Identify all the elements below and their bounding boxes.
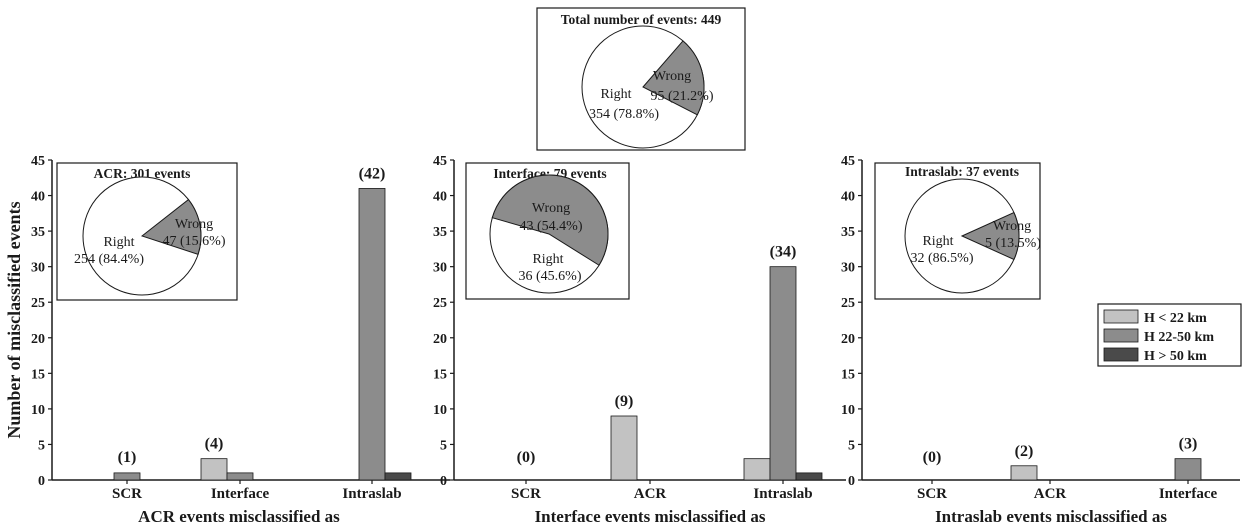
y-tick-label: 40	[841, 190, 855, 205]
y-tick-label: 20	[31, 332, 45, 347]
x-tick-label: Intraslab	[753, 486, 812, 502]
y-tick-label: 35	[841, 225, 855, 240]
x-tick-label: SCR	[112, 486, 142, 502]
inset-pie-right-label: Right	[103, 235, 134, 250]
inset-pie-right-label: Right	[922, 234, 953, 249]
y-tick-label: 40	[31, 190, 45, 205]
y-tick-label: 20	[433, 332, 447, 347]
y-tick-label: 5	[848, 438, 855, 453]
x-axis-label: Interface events misclassified as	[535, 507, 766, 526]
bar-total-label: (34)	[770, 244, 797, 261]
legend-entry: H < 22 km	[1144, 311, 1207, 326]
x-tick-label: Interface	[1159, 486, 1218, 502]
inset-pie-wrong-detail: 5 (13.5%)	[985, 236, 1041, 251]
y-tick-label: 30	[841, 261, 855, 276]
bar-h-22-50-km	[226, 472, 254, 481]
y-tick-label: 5	[38, 438, 45, 453]
y-tick-label: 0	[848, 474, 855, 489]
y-tick-label: 45	[841, 154, 855, 169]
y-tick-label: 35	[31, 225, 45, 240]
inset-pie-wrong-detail: 47 (15.6%)	[163, 234, 226, 249]
y-tick-label: 10	[31, 403, 45, 418]
inset-pie-wrong-detail: 43 (54.4%)	[520, 219, 583, 234]
y-tick-label: 45	[433, 154, 447, 169]
y-tick-label: 25	[31, 296, 45, 311]
legend-swatch	[1103, 309, 1139, 324]
legend-entry: H 22-50 km	[1144, 330, 1214, 345]
y-tick-label: 25	[433, 296, 447, 311]
inset-title: ACR: 301 events	[94, 166, 191, 181]
y-tick-label: 30	[31, 261, 45, 276]
inset-pie-wrong-slice	[491, 174, 609, 266]
x-tick-label: ACR	[1034, 486, 1067, 502]
bar-h-22-km	[743, 458, 771, 481]
y-tick-label: 15	[433, 367, 447, 382]
x-axis-label: Intraslab events misclassified as	[935, 507, 1167, 526]
y-tick-label: 10	[841, 403, 855, 418]
bar-h-22-50-km	[113, 472, 141, 481]
inset-pie-wrong-label: Wrong	[532, 201, 570, 216]
bar-h-22-km	[200, 458, 228, 481]
y-tick-label: 40	[433, 190, 447, 205]
inset-pie-right-label: Right	[532, 252, 563, 267]
y-tick-label: 30	[433, 261, 447, 276]
bar-h-50-km	[384, 472, 412, 481]
y-tick-label: 15	[841, 367, 855, 382]
x-tick-label: SCR	[917, 486, 947, 502]
bar-panel-1: 0 5 10 15 20 25 30 35 40 45 (1) SCR (4) Interface (42)…	[31, 154, 450, 526]
x-tick-label: Interface	[211, 486, 270, 502]
top-pie-wrong-slice	[642, 40, 705, 116]
y-tick-label: 45	[31, 154, 45, 169]
bar-total-label: (2)	[1015, 443, 1034, 460]
inset-pie-right-detail: 36 (45.6%)	[519, 269, 582, 284]
top-pie-wrong-detail: 95 (21.2%)	[651, 89, 714, 104]
bar-h-22-km	[1010, 465, 1038, 481]
top-pie-right-label: Right	[600, 87, 631, 102]
y-tick-label: 0	[440, 474, 447, 489]
bar-total-label: (4)	[205, 436, 224, 453]
bar-total-label: (9)	[615, 393, 634, 410]
inset-pie-wrong-label: Wrong	[175, 217, 213, 232]
bar-panel-2: 0 5 10 15 20 25 30 35 40 45 (0) SCR (9) ACR (34) Intras…	[433, 154, 846, 526]
y-axis-label: Number of misclassified events	[4, 201, 24, 438]
x-tick-label: SCR	[511, 486, 541, 502]
top-pie-wrong-label: Wrong	[653, 69, 691, 84]
inset-title: Interface: 79 events	[493, 166, 606, 181]
bar-h-22-50-km	[1174, 458, 1202, 481]
y-tick-label: 35	[433, 225, 447, 240]
bar-h-22-50-km	[358, 188, 386, 481]
y-tick-label: 0	[38, 474, 45, 489]
bar-total-label: (0)	[517, 449, 536, 466]
bar-h-22-50-km	[769, 266, 797, 481]
bar-total-label: (3)	[1179, 436, 1198, 453]
y-tick-label: 20	[841, 332, 855, 347]
x-tick-label: Intraslab	[342, 486, 401, 502]
bar-total-label: (0)	[923, 449, 942, 466]
bar-total-label: (42)	[359, 165, 386, 182]
bar-h-50-km	[795, 472, 823, 481]
inset-pie-right-detail: 32 (86.5%)	[911, 251, 974, 266]
top-pie-title: Total number of events: 449	[561, 12, 722, 27]
bar-panel-3: 0 5 10 15 20 25 30 35 40 45 (0) SCR (2) ACR (3) Interfa…	[841, 154, 1240, 526]
inset-pie-wrong-slice	[140, 198, 202, 255]
inset-pie-wrong-label: Wrong	[993, 219, 1031, 234]
y-tick-label: 15	[31, 367, 45, 382]
inset-pie-right-detail: 254 (84.4%)	[74, 252, 144, 267]
inset-title: Intraslab: 37 events	[905, 164, 1019, 179]
bar-total-label: (1)	[118, 449, 137, 466]
x-axis-label: ACR events misclassified as	[138, 507, 340, 526]
legend-swatch	[1103, 347, 1139, 362]
bar-h-22-km	[610, 415, 638, 481]
y-tick-label: 10	[433, 403, 447, 418]
legend-entry: H > 50 km	[1144, 349, 1207, 364]
y-tick-label: 25	[841, 296, 855, 311]
y-tick-label: 5	[440, 438, 447, 453]
x-tick-label: ACR	[634, 486, 667, 502]
top-pie-right-detail: 354 (78.8%)	[589, 107, 659, 122]
inset-pie-wrong-slice	[960, 211, 1020, 261]
legend-swatch	[1103, 328, 1139, 343]
